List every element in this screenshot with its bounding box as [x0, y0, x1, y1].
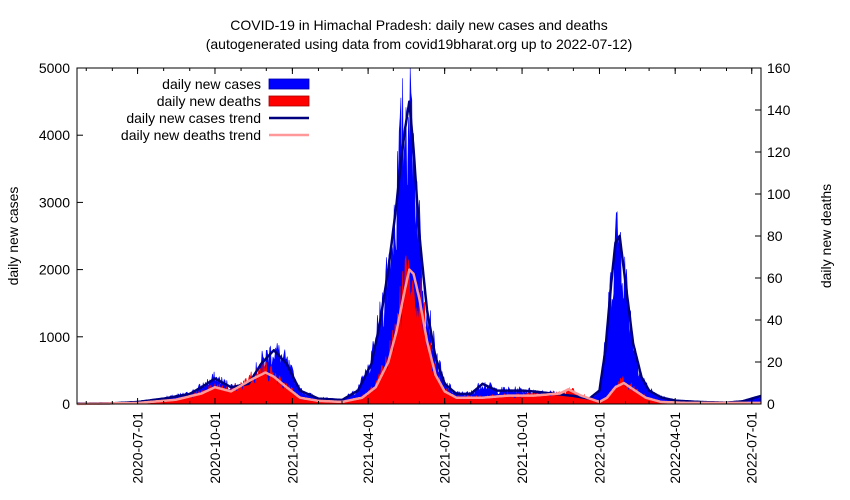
legend-label: daily new cases	[162, 76, 261, 92]
y2-tick-label: 160	[767, 60, 791, 76]
y2-tick-label: 100	[767, 186, 791, 202]
y2-axis-label: daily new deaths	[818, 184, 834, 288]
x-tick-label: 2022-04-01	[667, 412, 683, 484]
y-tick-label: 5000	[39, 60, 70, 76]
y2-tick-label: 140	[767, 102, 791, 118]
y-tick-label: 3000	[39, 194, 70, 210]
y2-tick-label: 60	[767, 270, 783, 286]
legend-key-deaths	[268, 95, 310, 107]
y-axis-label: daily new cases	[5, 187, 21, 286]
legend-label: daily new deaths	[157, 93, 261, 109]
chart-title: COVID-19 in Himachal Pradesh: daily new …	[230, 17, 607, 33]
y-tick-label: 4000	[39, 127, 70, 143]
legend-key-cases	[268, 78, 310, 90]
legend-label: daily new cases trend	[126, 110, 261, 126]
deaths-trend-line	[76, 268, 762, 406]
x-tick-label: 2020-10-01	[207, 412, 223, 484]
plot-area: 0 1000 2000 3000 4000 5000 0 20 40 60 80 100 120 140 1…	[39, 60, 791, 484]
x-tick-label: 2021-01-01	[284, 412, 300, 484]
y-tick-label: 1000	[39, 329, 70, 345]
y2-tick-label: 40	[767, 312, 783, 328]
y2-tick-label: 0	[767, 396, 775, 412]
y2-tick-label: 80	[767, 228, 783, 244]
chart-subtitle: (autogenerated using data from covid19bh…	[206, 36, 633, 52]
x-tick-label: 2021-07-01	[437, 412, 453, 484]
x-tick-label: 2022-01-01	[591, 412, 607, 484]
legend-label: daily new deaths trend	[121, 127, 261, 143]
x-tick-label: 2022-07-01	[744, 412, 760, 484]
y-tick-label: 0	[62, 396, 70, 412]
y-tick-label: 2000	[39, 262, 70, 278]
y2-tick-label: 120	[767, 144, 791, 160]
y2-tick-label: 20	[767, 354, 783, 370]
cases-trend-line	[76, 100, 762, 405]
x-tick-label: 2021-10-01	[514, 412, 530, 484]
x-tick-label: 2021-04-01	[360, 412, 376, 484]
x-tick-label: 2020-07-01	[130, 412, 146, 484]
